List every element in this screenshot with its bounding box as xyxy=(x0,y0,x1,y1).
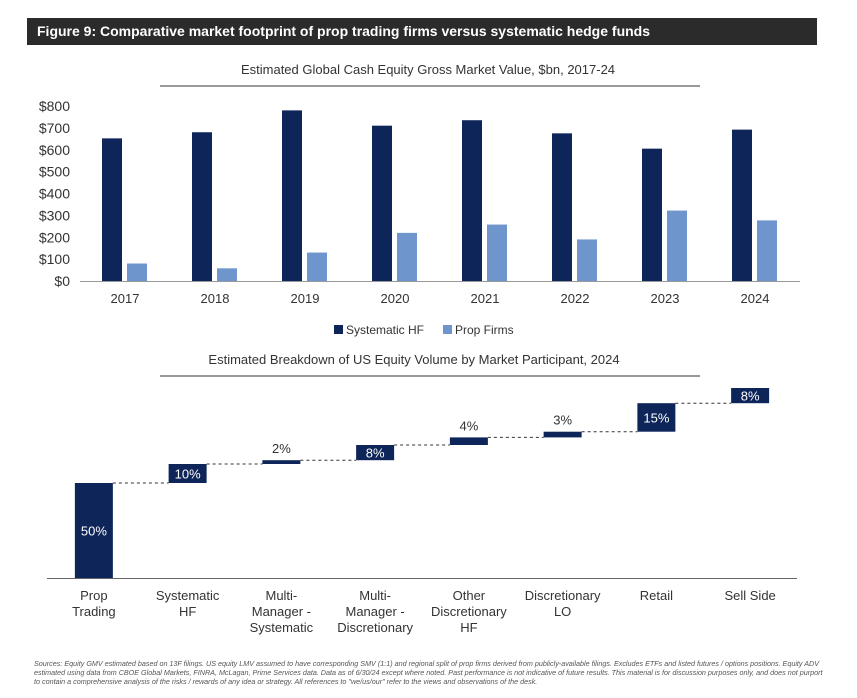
chart2-category-label: Retail xyxy=(640,588,673,603)
chart1-bar-prop-firms xyxy=(757,220,777,281)
chart1-legend-swatch xyxy=(443,325,452,334)
chart1-y-tick-label: $800 xyxy=(39,98,70,114)
chart1-y-tick-label: $0 xyxy=(54,273,70,289)
chart1-legend-label: Prop Firms xyxy=(455,323,514,337)
chart2-value-label: 4% xyxy=(459,418,478,433)
chart2-category-label: Trading xyxy=(72,604,116,619)
chart1-y-tick-label: $600 xyxy=(39,142,70,158)
chart2-category-label: LO xyxy=(554,604,571,619)
chart1-bar-prop-firms xyxy=(487,224,507,281)
chart1-bar-systematic-hf xyxy=(192,132,212,281)
chart2-category-label: Systematic xyxy=(156,588,220,603)
chart1-y-tick-label: $700 xyxy=(39,120,70,136)
chart1-x-tick-label: 2024 xyxy=(741,291,770,306)
chart1-y-tick-label: $300 xyxy=(39,207,70,223)
chart2-category-label: Multi- xyxy=(265,588,297,603)
charts-canvas: Estimated Global Cash Equity Gross Marke… xyxy=(39,62,800,635)
chart2-bar xyxy=(262,460,301,464)
chart1-bar-prop-firms xyxy=(217,268,237,281)
chart1-x-tick-label: 2023 xyxy=(651,291,680,306)
chart2-title: Estimated Breakdown of US Equity Volume … xyxy=(208,352,619,367)
chart1-bar-systematic-hf xyxy=(642,148,662,281)
chart2-category-label: Systematic xyxy=(250,620,314,635)
chart2-bar xyxy=(731,388,770,404)
chart1-y-tick-label: $500 xyxy=(39,164,70,180)
footer-sources: Sources: Equity GMV estimated based on 1… xyxy=(34,659,823,686)
chart1-legend-label: Systematic HF xyxy=(346,323,424,337)
chart2-value-label: 3% xyxy=(553,413,572,428)
chart2-category-label: Sell Side xyxy=(724,588,775,603)
chart2-category-label: Prop xyxy=(80,588,107,603)
chart2-bar xyxy=(543,431,582,438)
chart2-category-label: HF xyxy=(179,604,196,619)
chart2-category-label: Discretionary xyxy=(525,588,601,603)
chart1-x-tick-label: 2018 xyxy=(201,291,230,306)
chart1-bar-systematic-hf xyxy=(552,133,572,281)
chart1-y-tick-label: $100 xyxy=(39,251,70,267)
chart2-bar xyxy=(356,445,395,461)
chart1-bar-prop-firms xyxy=(307,252,327,281)
chart1-bar-systematic-hf xyxy=(462,120,482,281)
chart2-category-label: Manager - xyxy=(252,604,311,619)
chart2-value-label: 50% xyxy=(81,524,107,539)
chart2-category-label: HF xyxy=(460,620,477,635)
chart2-category-label: Multi- xyxy=(359,588,391,603)
chart2-bar xyxy=(637,403,676,432)
chart2-category-label: Other xyxy=(453,588,486,603)
chart1-bar-systematic-hf xyxy=(102,138,122,281)
chart1-bar-systematic-hf xyxy=(282,110,302,281)
chart2-category-label: Discretionary xyxy=(431,604,507,619)
chart1-x-tick-label: 2022 xyxy=(561,291,590,306)
chart1-legend-swatch xyxy=(334,325,343,334)
chart2-category-label: Discretionary xyxy=(337,620,413,635)
chart1-x-tick-label: 2021 xyxy=(471,291,500,306)
chart1-x-tick-label: 2017 xyxy=(111,291,140,306)
chart2-value-label: 2% xyxy=(272,441,291,456)
figure-title: Figure 9: Comparative market footprint o… xyxy=(37,23,651,39)
chart1-x-tick-label: 2019 xyxy=(291,291,320,306)
chart1-title: Estimated Global Cash Equity Gross Marke… xyxy=(241,62,615,77)
chart2-category-label: Manager - xyxy=(346,604,405,619)
chart1-bar-prop-firms xyxy=(667,210,687,281)
chart2-value-label: 15% xyxy=(643,410,669,425)
chart1-bar-prop-firms xyxy=(127,263,147,281)
chart1-bar-systematic-hf xyxy=(732,129,752,281)
chart2-bar xyxy=(449,437,488,445)
chart2-value-label: 10% xyxy=(175,467,201,482)
chart2-value-label: 8% xyxy=(741,389,760,404)
chart1-bar-prop-firms xyxy=(397,232,417,281)
chart1-x-tick-label: 2020 xyxy=(381,291,410,306)
chart2-bar xyxy=(168,464,207,483)
chart2-bar xyxy=(74,483,113,578)
chart1-y-tick-label: $200 xyxy=(39,229,70,245)
figure-header: Figure 9: Comparative market footprint o… xyxy=(27,18,817,45)
chart2-value-label: 8% xyxy=(366,446,385,461)
chart1-y-tick-label: $400 xyxy=(39,186,70,202)
chart1-bar-prop-firms xyxy=(577,239,597,281)
chart1-bar-systematic-hf xyxy=(372,125,392,281)
